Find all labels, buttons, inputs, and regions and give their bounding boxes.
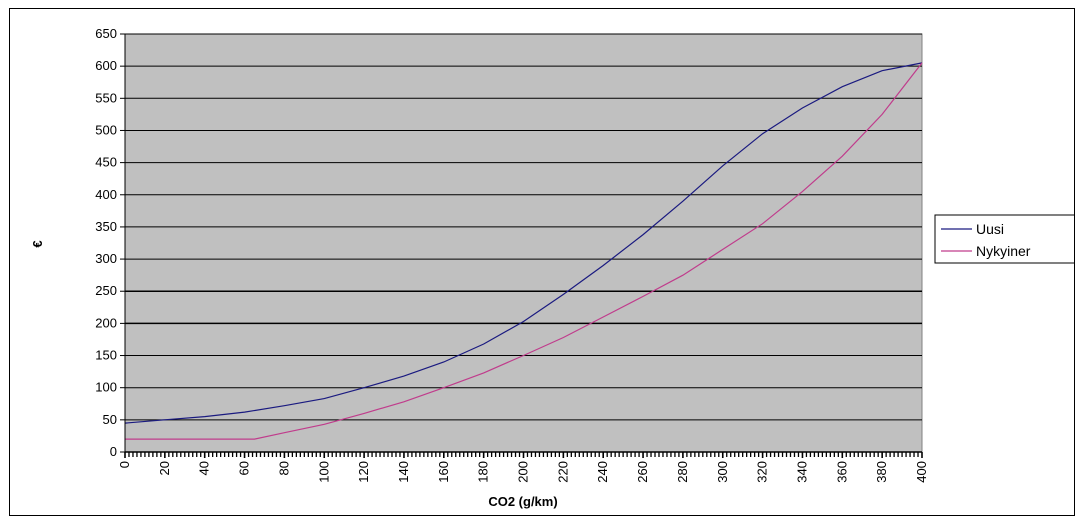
series-line-nykyinen xyxy=(125,62,923,440)
y-tick-label: 0 xyxy=(110,444,117,459)
x-axis-title: CO2 (g/km) xyxy=(488,494,557,509)
x-tick-label: 20 xyxy=(157,461,172,475)
x-tick-label: 300 xyxy=(715,461,730,483)
y-tick-label: 500 xyxy=(95,122,117,137)
y-tick-label: 50 xyxy=(103,412,117,427)
y-tick-label: 550 xyxy=(95,90,117,105)
x-tick-label: 140 xyxy=(396,461,411,483)
x-tick-label: 340 xyxy=(794,461,809,483)
x-tick-label: 360 xyxy=(834,461,849,483)
legend-box xyxy=(934,214,1074,264)
y-tick-label: 150 xyxy=(95,348,117,363)
x-tick-label: 220 xyxy=(555,461,570,483)
x-tick-label: 200 xyxy=(516,461,531,483)
y-tick-label: 450 xyxy=(95,155,117,170)
plot-area xyxy=(124,33,923,453)
series-line-uusi xyxy=(124,62,923,424)
y-tick-labels: 0 50 100 150 200 250 300 350 400 450 500 550 600 650 xyxy=(95,26,117,459)
x-tick-marks xyxy=(124,452,923,458)
x-tick-label: 160 xyxy=(436,461,451,483)
x-tick-label: 240 xyxy=(595,461,610,483)
y-tick-label: 400 xyxy=(95,187,117,202)
x-tick-label: 0 xyxy=(117,461,132,468)
series-lines xyxy=(124,62,923,440)
y-tick-label: 650 xyxy=(95,26,117,41)
x-tick-label: 320 xyxy=(755,461,770,483)
x-tick-label: 180 xyxy=(476,461,491,483)
x-tick-labels: 0 20 40 60 80 100 120 140 160 180 200 220 240 260 280 3… xyxy=(117,461,929,483)
x-tick-label: 380 xyxy=(874,461,889,483)
x-tick-label: 100 xyxy=(316,461,331,483)
y-tick-label: 600 xyxy=(95,58,117,73)
chart-frame: 0 50 100 150 200 250 300 350 400 450 500 550 600 650 … xyxy=(9,8,1075,516)
x-tick-label: 400 xyxy=(914,461,929,483)
legend-label-uusi: Uusi xyxy=(976,221,1004,237)
x-tick-label: 120 xyxy=(356,461,371,483)
y-tick-label: 250 xyxy=(95,283,117,298)
legend: Uusi Nykyiner xyxy=(934,214,1074,264)
x-tick-label: 40 xyxy=(197,461,212,475)
y-tick-label: 300 xyxy=(95,251,117,266)
y-tick-label: 100 xyxy=(95,380,117,395)
x-tick-label: 80 xyxy=(276,461,291,475)
chart-svg: 050100150200250300350400450500550600650 … xyxy=(30,26,1074,509)
x-tick-label: 280 xyxy=(675,461,690,483)
y-tick-label: 350 xyxy=(95,219,117,234)
x-tick-label: 60 xyxy=(237,461,252,475)
legend-label-nykyinen: Nykyiner xyxy=(976,243,1031,259)
x-tick-label: 260 xyxy=(635,461,650,483)
y-axis-title: € xyxy=(30,240,45,247)
y-tick-label: 200 xyxy=(95,315,117,330)
